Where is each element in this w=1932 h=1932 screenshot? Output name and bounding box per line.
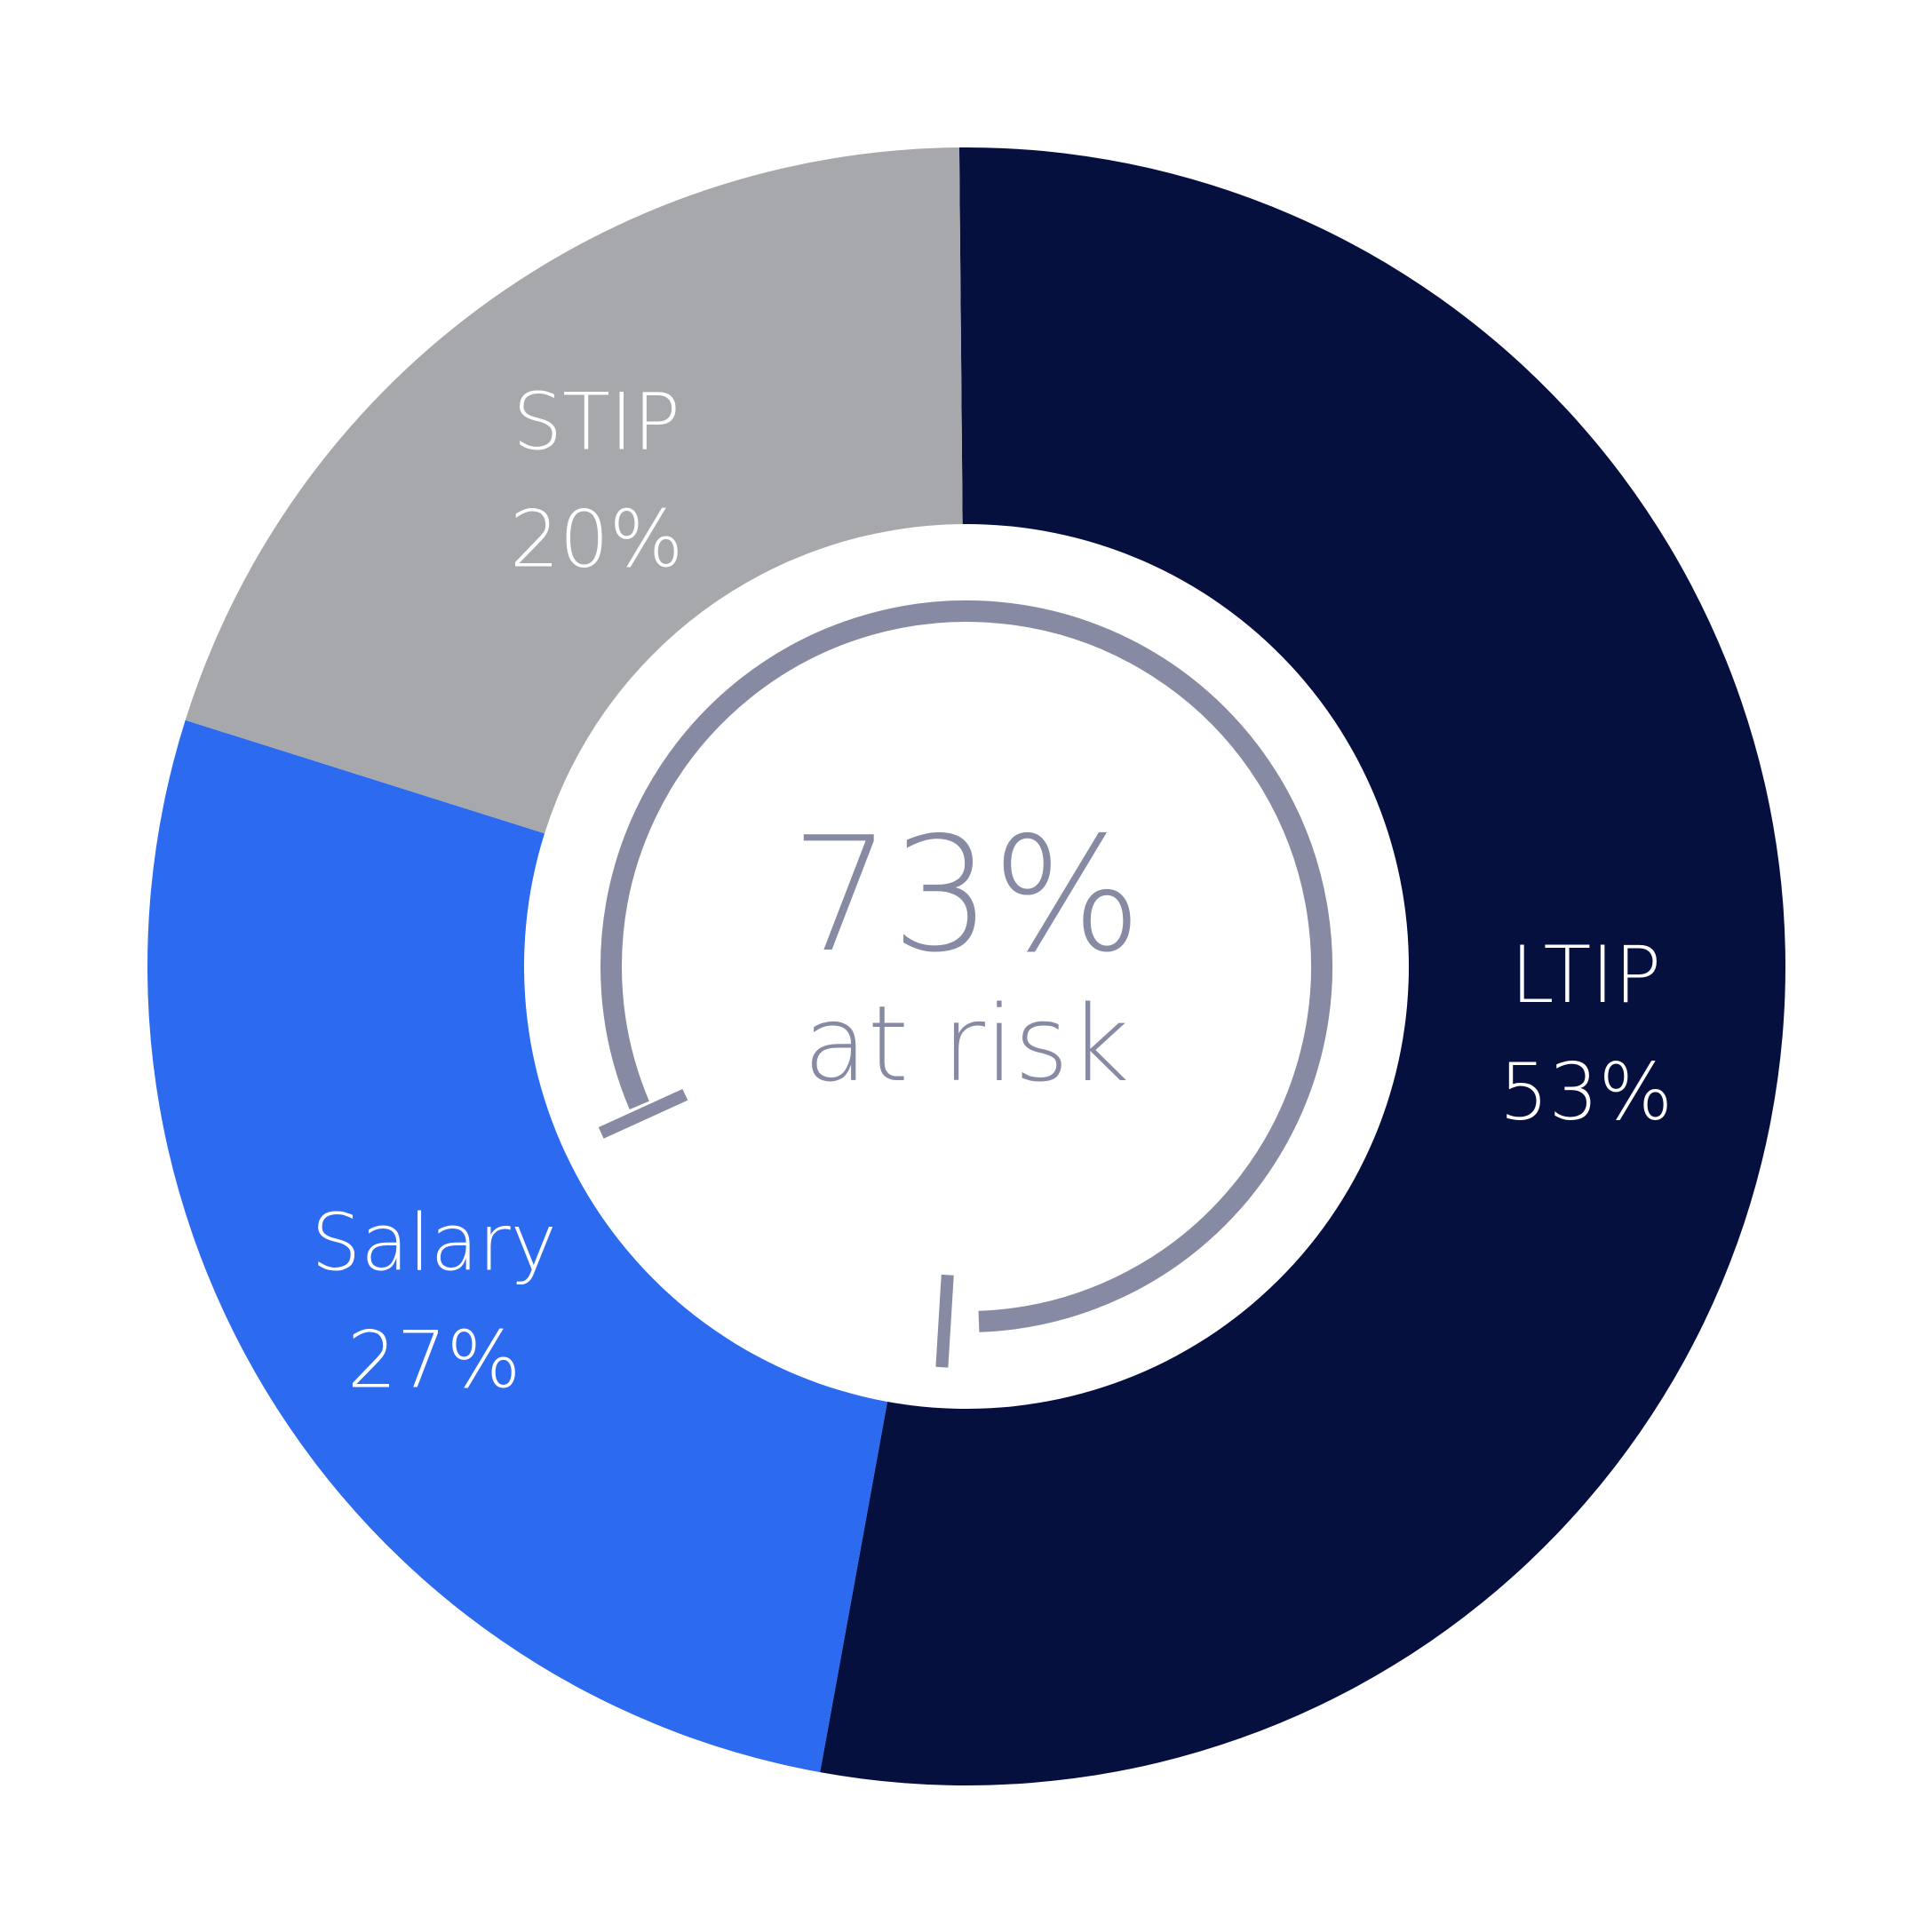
at-risk-arc-end-tick (935, 1274, 954, 1368)
center-text: at risk (803, 982, 1129, 1105)
slice-value-ltip: 53% (1499, 1046, 1674, 1138)
slice-salary (147, 720, 887, 1773)
labels-group: LTIP 53% Salary 27% STIP 20% (311, 376, 1673, 1405)
slice-label-ltip: LTIP (1511, 929, 1662, 1021)
at-risk-arc (600, 600, 1332, 1332)
slices-group (147, 147, 1785, 1785)
at-risk-indicator (598, 600, 1332, 1368)
slice-label-stip: STIP (513, 376, 680, 467)
at-risk-arc-start-tick (598, 1088, 688, 1139)
slice-ltip (820, 147, 1785, 1785)
slice-value-salary: 27% (347, 1315, 521, 1406)
slice-stip (185, 147, 963, 834)
slice-label-salary: Salary (311, 1197, 556, 1289)
center-value: 73% (791, 803, 1142, 987)
slice-value-stip: 20% (510, 493, 684, 584)
